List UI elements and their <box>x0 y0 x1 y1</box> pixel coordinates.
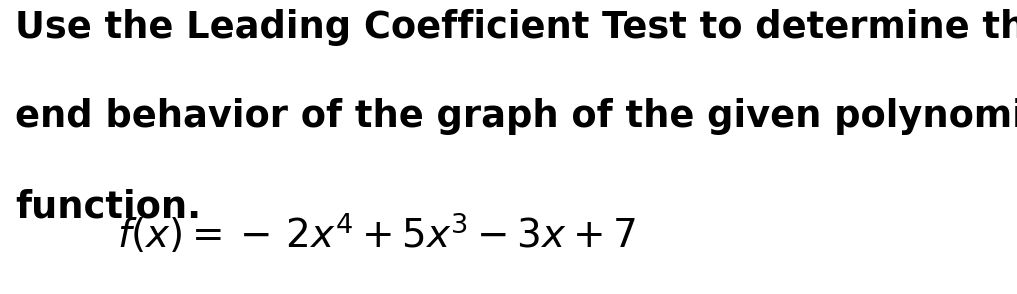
Text: Use the Leading Coefficient Test to determine the: Use the Leading Coefficient Test to dete… <box>15 9 1017 46</box>
Text: $f(x) = -\,2x^{4} + 5x^{3} - 3x + 7$: $f(x) = -\,2x^{4} + 5x^{3} - 3x + 7$ <box>117 211 636 256</box>
Text: end behavior of the graph of the given polynomial: end behavior of the graph of the given p… <box>15 98 1017 136</box>
Text: function.: function. <box>15 188 201 225</box>
